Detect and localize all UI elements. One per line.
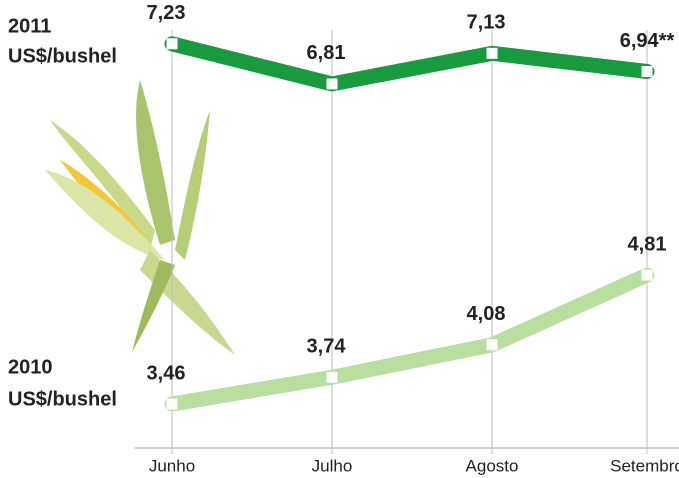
point-marker [641, 66, 653, 78]
corn-illustration [45, 80, 235, 355]
x-tick-label: Julho [312, 456, 353, 475]
x-tick-label: Junho [149, 456, 195, 475]
point-marker [326, 78, 338, 90]
data-label: 7,13 [467, 12, 506, 34]
data-label: 6,81 [307, 42, 346, 64]
data-label: 4,81 [628, 233, 667, 255]
point-marker [326, 371, 338, 383]
point-marker [486, 47, 498, 59]
series-line [164, 36, 655, 92]
legend-unit: US$/bushel [8, 45, 117, 67]
point-marker [166, 38, 178, 50]
data-label: 3,74 [307, 336, 347, 358]
point-marker [641, 269, 653, 281]
x-tick-label: Setembro [610, 456, 679, 475]
x-tick-label: Agosto [466, 456, 519, 475]
point-marker [166, 398, 178, 410]
data-label: 4,08 [467, 303, 506, 325]
legend-label: 2010 [8, 356, 53, 378]
data-label: 3,46 [147, 362, 186, 384]
legend-label: 2011 [8, 15, 51, 37]
series-line [164, 267, 655, 412]
point-marker [486, 339, 498, 351]
data-label: 7,23 [147, 2, 186, 24]
legend-unit: US$/bushel [8, 388, 117, 410]
data-label: 6,94** [620, 30, 675, 52]
